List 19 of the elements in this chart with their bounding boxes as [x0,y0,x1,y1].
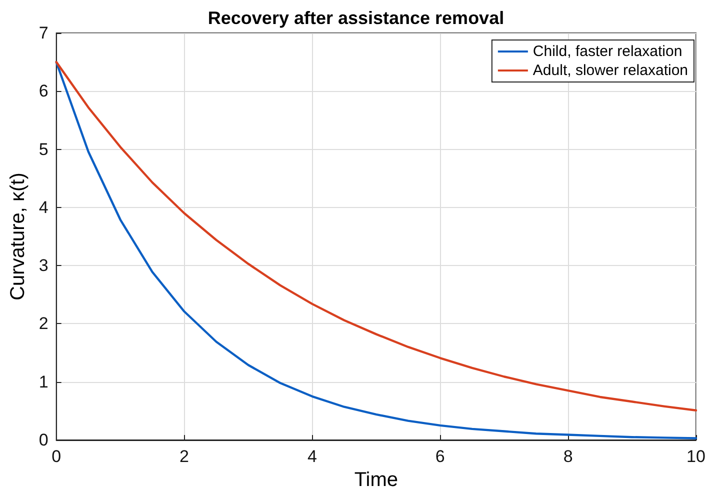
legend-label: Adult, slower relaxation [532,62,688,79]
y-tick-label: 7 [38,24,48,42]
x-tick-label: 10 [686,447,706,466]
x-tick-label: 8 [563,447,573,466]
y-tick-label: 2 [38,314,48,334]
y-tick-label: 0 [38,430,48,450]
y-tick-label: 1 [38,372,48,392]
y-tick-label: 5 [38,140,48,159]
legend-label: Child, faster relaxation [532,43,682,60]
y-tick-label: 6 [38,82,48,101]
y-axis-title: Curvature, κ(t) [7,172,29,300]
x-tick-label: 0 [52,447,62,466]
y-tick-label: 3 [38,256,48,276]
chart-title: Recovery after assistance removal [208,8,504,28]
x-tick-label: 4 [307,447,317,466]
x-tick-label: 2 [180,447,190,466]
x-axis-title: Time [354,469,398,491]
y-tick-label: 4 [38,198,48,217]
x-tick-label: 6 [435,447,445,466]
